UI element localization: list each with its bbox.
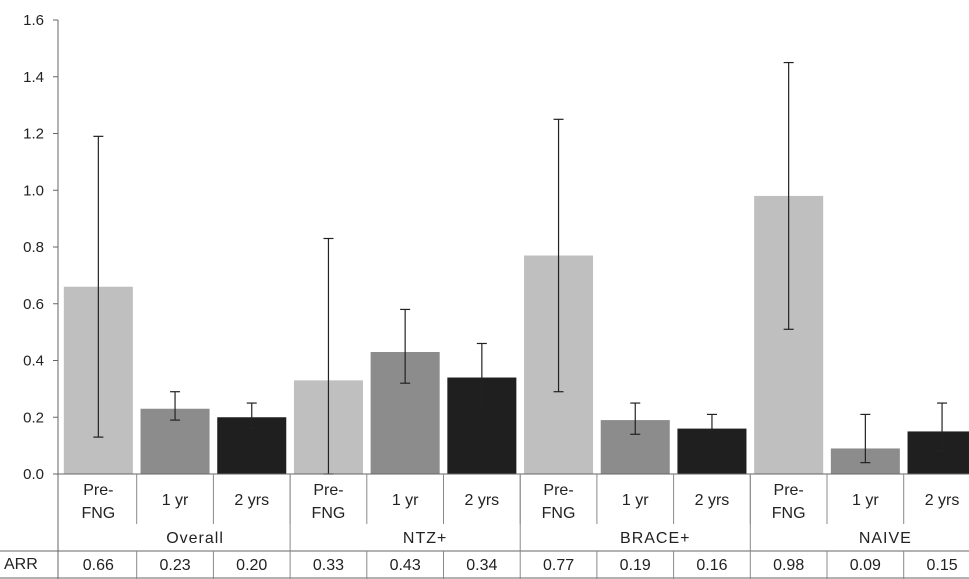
category-label: 2 yrs <box>465 492 500 509</box>
arr-value: 0.09 <box>850 557 881 574</box>
y-tick-label: 0.8 <box>23 239 44 256</box>
group-label: BRACE+ <box>620 530 690 547</box>
category-label: Pre- <box>83 482 113 499</box>
category-label: Pre- <box>313 482 343 499</box>
arr-value: 0.20 <box>236 557 267 574</box>
category-label: 1 yr <box>392 492 419 509</box>
category-label: FNG <box>81 505 115 522</box>
y-tick-label: 0.0 <box>23 466 44 483</box>
category-label: 2 yrs <box>925 492 960 509</box>
category-label: 1 yr <box>162 492 189 509</box>
error-bars <box>93 61 948 475</box>
category-label: 2 yrs <box>695 492 730 509</box>
group-label: NAIVE <box>859 530 912 547</box>
category-label: 2 yrs <box>234 492 269 509</box>
group-label: NTZ+ <box>403 530 447 547</box>
arr-row-label: ARR <box>4 556 38 573</box>
y-tick-label: 1.4 <box>23 69 44 86</box>
bars <box>63 195 969 475</box>
arr-value: 0.15 <box>926 557 957 574</box>
y-tick-label: 1.2 <box>23 126 44 143</box>
y-tick-label: 0.6 <box>23 296 44 313</box>
arr-value: 0.34 <box>466 557 497 574</box>
arr-value: 0.33 <box>313 557 344 574</box>
category-table: ARR Pre- FNG 0.66 1 yr 0.23 2 yrs 0.20 Overall P… <box>0 473 969 579</box>
y-axis: 0.0 0.2 0.4 0.6 0.8 1.0 1.2 1.4 1.6 <box>23 12 59 579</box>
arr-value: 0.16 <box>696 557 727 574</box>
y-tick-label: 1.0 <box>23 182 44 199</box>
arr-value: 0.23 <box>159 557 190 574</box>
category-label: 1 yr <box>622 492 649 509</box>
category-label: FNG <box>772 505 806 522</box>
arr-value: 0.19 <box>620 557 651 574</box>
category-label: Pre- <box>774 482 804 499</box>
group-label: Overall <box>166 530 224 547</box>
category-label: FNG <box>312 505 346 522</box>
y-tick-label: 1.6 <box>23 12 44 29</box>
category-label: 1 yr <box>852 492 879 509</box>
category-label: Pre- <box>543 482 573 499</box>
category-label: FNG <box>542 505 576 522</box>
arr-value: 0.98 <box>773 557 804 574</box>
arr-value: 0.77 <box>543 557 574 574</box>
arr-value: 0.43 <box>390 557 421 574</box>
bar-naive-2 <box>907 431 969 474</box>
arr-value: 0.66 <box>83 557 114 574</box>
y-tick-label: 0.4 <box>23 353 44 370</box>
y-tick-label: 0.2 <box>23 409 44 426</box>
